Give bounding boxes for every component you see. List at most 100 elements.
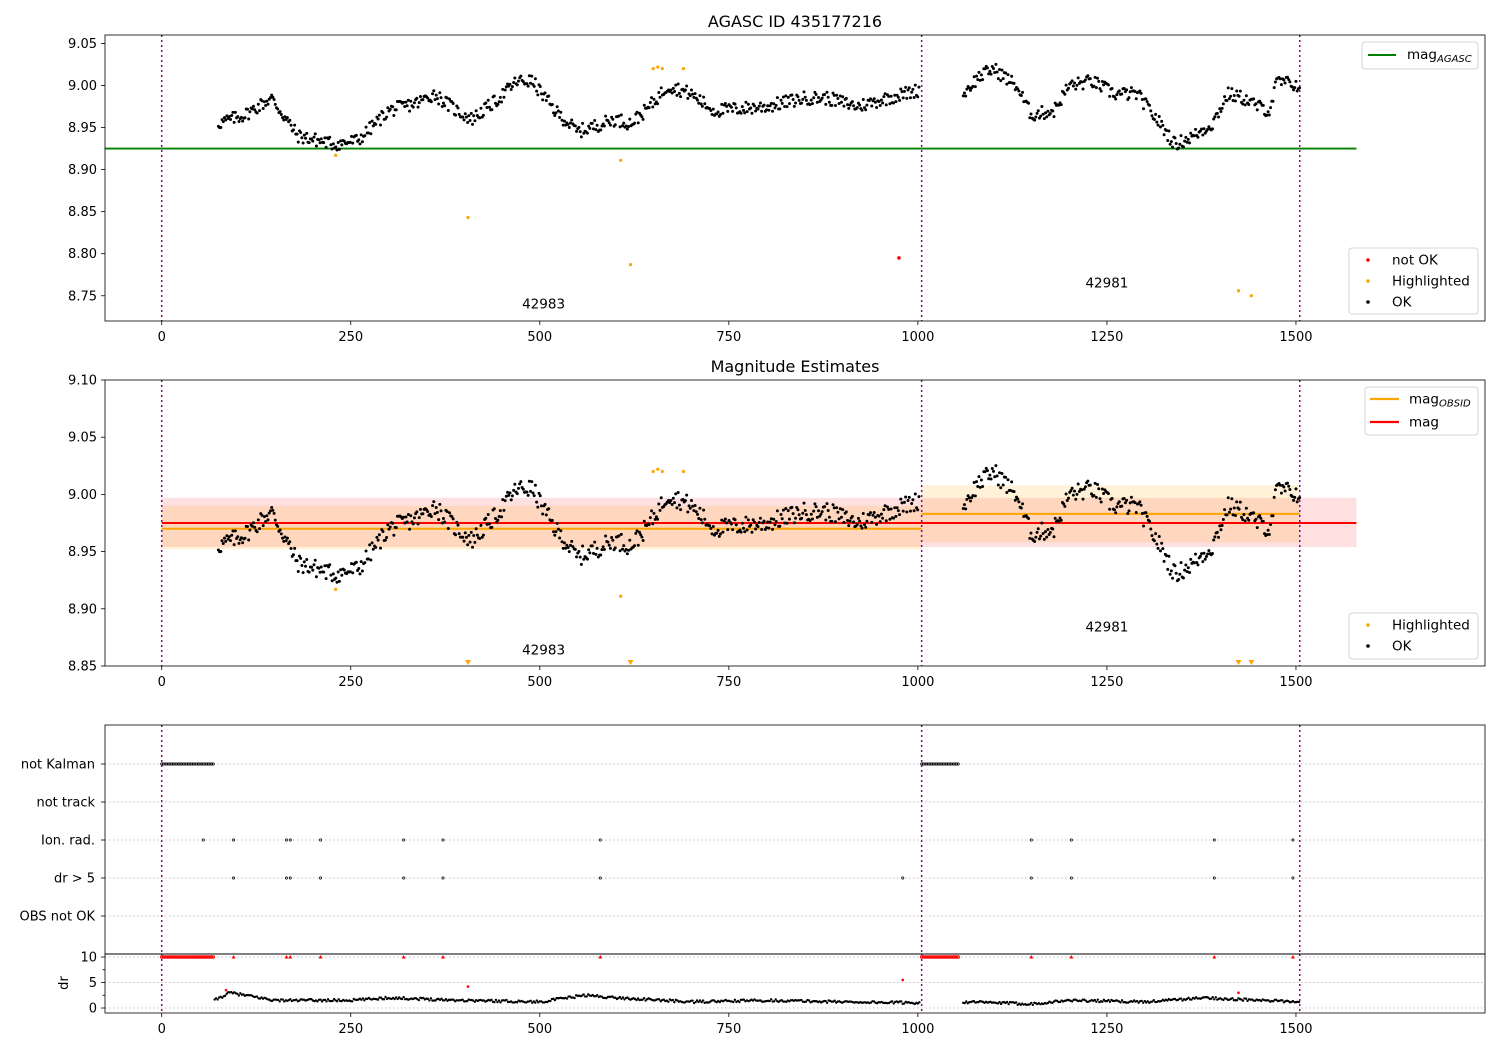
ok-point (720, 518, 724, 522)
ok-point (1099, 500, 1103, 504)
ok-point (1184, 135, 1188, 139)
flag-marker (933, 762, 937, 766)
ok-point (394, 108, 398, 112)
ok-point (1051, 109, 1055, 113)
obsid-label: 42983 (522, 296, 565, 312)
ok-point (1259, 516, 1263, 520)
dr-point (440, 997, 443, 1000)
ok-point (377, 113, 381, 117)
ok-point (1207, 125, 1211, 129)
ok-point (1035, 530, 1039, 534)
ok-point (1232, 506, 1236, 510)
flag-marker (201, 762, 205, 766)
ok-point (633, 121, 637, 125)
ok-point (429, 100, 433, 104)
dr-point (429, 997, 433, 1000)
ok-point (831, 503, 835, 507)
ok-point (700, 521, 704, 525)
flag-marker (1212, 876, 1216, 880)
ok-point (639, 533, 643, 537)
ok-point (784, 506, 788, 510)
ok-point (1010, 74, 1014, 78)
ok-point (1293, 86, 1297, 90)
ok-point (1195, 560, 1199, 564)
ok-point (289, 123, 293, 127)
ok-point (1006, 73, 1010, 77)
ok-point (790, 505, 794, 509)
ok-point (981, 78, 985, 82)
ok-point (783, 105, 787, 109)
ok-point (656, 517, 660, 521)
ok-point (1152, 118, 1156, 122)
flag-marker (948, 762, 952, 766)
dr-point (642, 997, 646, 1000)
ok-point (1194, 552, 1198, 556)
ok-point (1207, 549, 1211, 553)
ok-point (340, 573, 344, 577)
ok-point (406, 513, 410, 517)
ok-point (875, 522, 879, 526)
x-tick-label: 1250 (1090, 330, 1123, 345)
ok-point (801, 97, 805, 101)
ok-point (261, 524, 265, 528)
ok-point (810, 102, 814, 106)
dr-capped-marker (163, 955, 167, 959)
flag-row-label: dr > 5 (54, 872, 95, 887)
dr-point (1152, 999, 1156, 1002)
ok-point (1155, 120, 1159, 124)
dr-point (585, 995, 588, 998)
ok-point (229, 117, 233, 121)
ok-point (383, 538, 387, 542)
ok-point (305, 131, 309, 135)
ok-point (279, 532, 283, 536)
ok-point (835, 506, 839, 510)
ok-point (1266, 110, 1270, 114)
ok-point (231, 110, 235, 114)
ok-point (1155, 542, 1159, 546)
ok-point (1183, 568, 1187, 572)
ok-point (1230, 497, 1234, 501)
ok-point (1202, 127, 1206, 131)
dr-point (422, 996, 425, 1000)
x-tick-label: 500 (527, 330, 552, 345)
ok-point (426, 510, 430, 514)
ok-point (756, 525, 760, 529)
ok-point (813, 502, 817, 506)
ok-point (1267, 532, 1271, 536)
ok-point (893, 506, 897, 510)
ok-point (498, 509, 502, 513)
ok-point (1102, 83, 1106, 87)
ok-point (590, 121, 594, 125)
ok-point (1210, 127, 1214, 131)
ok-point (455, 520, 459, 524)
ok-point (464, 535, 468, 539)
ok-point (357, 566, 361, 570)
ok-point (860, 108, 864, 112)
ok-point (481, 533, 485, 537)
ok-point (787, 102, 791, 106)
ok-point (507, 493, 511, 497)
y-tick-label: 9.05 (68, 431, 97, 446)
highlighted-point (660, 469, 664, 474)
ok-point (796, 95, 800, 99)
flag-row-label: OBS not OK (20, 910, 96, 925)
ok-point (559, 529, 563, 533)
dr-point (426, 997, 430, 1001)
dr-point (1235, 999, 1239, 1002)
ok-point (873, 515, 877, 519)
dr-capped-marker (209, 955, 214, 959)
dr-point (701, 999, 705, 1002)
ok-point (233, 110, 237, 114)
ok-point (375, 535, 379, 539)
ok-point (1150, 114, 1154, 118)
ok-point (1173, 564, 1177, 568)
dr-point (573, 996, 576, 1000)
ok-point (1171, 145, 1175, 149)
ok-point (1215, 111, 1219, 115)
flag-marker (441, 876, 445, 880)
flag-marker (205, 762, 209, 766)
ok-point (1171, 576, 1175, 580)
ok-point (1279, 83, 1283, 87)
ok-point (688, 506, 692, 510)
ok-point (519, 74, 523, 78)
